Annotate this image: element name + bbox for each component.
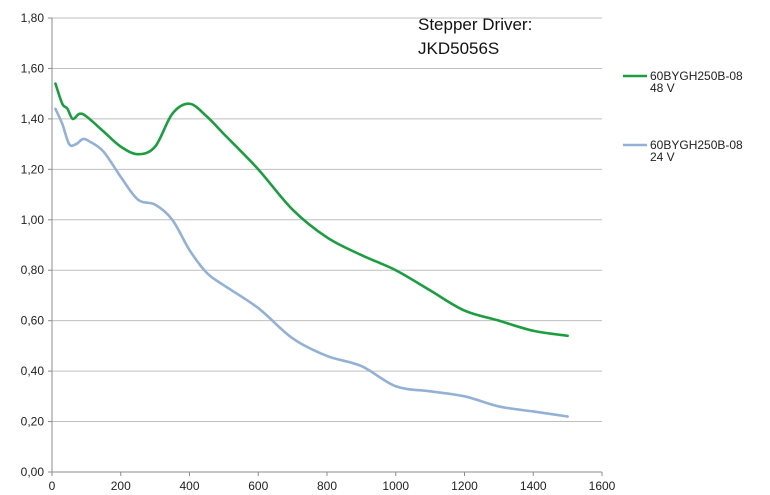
annotation-line-1: Stepper Driver: bbox=[418, 15, 532, 34]
annotation-line-2: JKD5056S bbox=[418, 39, 499, 58]
x-tick-label: 200 bbox=[111, 479, 131, 493]
series-line-1 bbox=[54, 82, 569, 338]
y-tick-label: 1,80 bbox=[21, 11, 45, 25]
grid-lines bbox=[52, 17, 602, 423]
y-tick-label: 0,20 bbox=[21, 415, 45, 429]
series-line-2 bbox=[54, 107, 569, 418]
x-axis-ticks: 0 200 400 600 800 1000 1200 1400 1600 bbox=[49, 472, 616, 493]
x-tick-label: 600 bbox=[248, 479, 268, 493]
y-tick-label: 1,20 bbox=[21, 162, 45, 176]
legend-label-1-line-1: 60BYGH250B-08 bbox=[650, 69, 743, 83]
x-tick-label: 1400 bbox=[520, 479, 547, 493]
legend-label-2-line-1: 60BYGH250B-08 bbox=[650, 138, 743, 152]
y-tick-label: 1,60 bbox=[21, 61, 45, 75]
y-tick-label: 1,00 bbox=[21, 213, 45, 227]
legend-label-1-line-2: 48 V bbox=[650, 81, 675, 95]
y-tick-label: 1,40 bbox=[21, 112, 45, 126]
y-tick-label: 0,60 bbox=[21, 314, 45, 328]
y-tick-label: 0,40 bbox=[21, 364, 45, 378]
x-tick-label: 800 bbox=[317, 479, 337, 493]
y-tick-label: 0,80 bbox=[21, 263, 45, 277]
x-tick-label: 0 bbox=[49, 479, 56, 493]
x-tick-label: 1000 bbox=[382, 479, 409, 493]
x-tick-label: 400 bbox=[179, 479, 199, 493]
y-tick-label: 0,00 bbox=[21, 465, 45, 479]
series-lines bbox=[54, 82, 569, 418]
axes bbox=[51, 18, 602, 473]
y-axis-ticks: 0,00 0,20 0,40 0,60 0,80 1,00 1,20 1,40 1,60 1,80 bbox=[21, 11, 52, 479]
x-tick-label: 1600 bbox=[589, 479, 616, 493]
x-tick-label: 1200 bbox=[451, 479, 478, 493]
legend-label-2-line-2: 24 V bbox=[650, 150, 675, 164]
